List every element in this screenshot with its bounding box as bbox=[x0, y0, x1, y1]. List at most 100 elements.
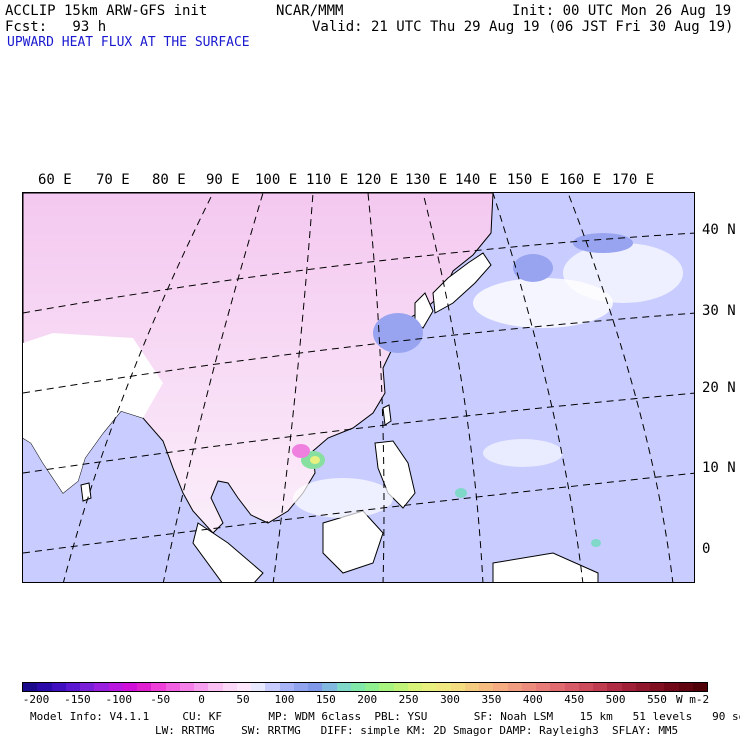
longitude-label: 70 E bbox=[96, 172, 130, 188]
colorbar-swatch bbox=[94, 683, 109, 691]
colorbar-tick-label: 250 bbox=[398, 693, 419, 706]
colorbar-swatch bbox=[265, 683, 280, 691]
taiwan bbox=[382, 404, 392, 426]
colorbar-tick-labels: -200 -150 -100 -50 0 50 100 150 200 250 300 350 400 4… bbox=[0, 693, 740, 707]
colorbar-tick-label: 400 bbox=[522, 693, 543, 706]
colorbar-swatch bbox=[650, 683, 665, 691]
colorbar-swatch bbox=[80, 683, 95, 691]
colorbar-swatch bbox=[436, 683, 451, 691]
colorbar-tick-label: 150 bbox=[315, 693, 336, 706]
colorbar-swatch bbox=[393, 683, 408, 691]
latitude-label: 20 N bbox=[702, 380, 736, 396]
colorbar-swatch bbox=[692, 683, 707, 691]
colorbar-swatch bbox=[65, 683, 80, 691]
colorbar-tick-label: 450 bbox=[564, 693, 585, 706]
colorbar-swatch bbox=[678, 683, 693, 691]
field-title: UPWARD HEAT FLUX AT THE SURFACE bbox=[7, 35, 250, 50]
longitude-label: 160 E bbox=[559, 172, 602, 188]
colorbar-swatch bbox=[593, 683, 608, 691]
new-guinea bbox=[492, 552, 599, 582]
colorbar-swatch bbox=[635, 683, 650, 691]
sri-lanka bbox=[80, 482, 92, 502]
model-info-line-1: Model Info: V4.1.1 CU: KF MP: WDM 6class… bbox=[30, 710, 740, 723]
colorbar-swatch bbox=[564, 683, 579, 691]
colorbar-tick-label: 50 bbox=[236, 693, 250, 706]
colorbar-swatch bbox=[365, 683, 380, 691]
colorbar-swatch bbox=[37, 683, 52, 691]
valid-time: Valid: 21 UTC Thu 29 Aug 19 (06 JST Fri … bbox=[312, 19, 734, 35]
colorbar bbox=[22, 682, 708, 692]
colorbar-swatch bbox=[236, 683, 251, 691]
colorbar-swatch bbox=[607, 683, 622, 691]
colorbar-swatch bbox=[208, 683, 223, 691]
colorbar-swatch bbox=[51, 683, 66, 691]
colorbar-swatch bbox=[151, 683, 166, 691]
longitude-label: 140 E bbox=[455, 172, 498, 188]
colorbar-swatch bbox=[379, 683, 394, 691]
colorbar-swatch bbox=[422, 683, 437, 691]
longitude-label: 60 E bbox=[38, 172, 72, 188]
longitude-label: 90 E bbox=[206, 172, 240, 188]
colorbar-swatch bbox=[536, 683, 551, 691]
colorbar-swatch bbox=[493, 683, 508, 691]
longitude-label: 170 E bbox=[612, 172, 655, 188]
colorbar-tick-label: 350 bbox=[481, 693, 502, 706]
model-info-line-2: LW: RRTMG SW: RRTMG DIFF: simple KM: 2D … bbox=[155, 724, 679, 737]
colorbar-tick-label: 550 bbox=[647, 693, 667, 706]
colorbar-swatch bbox=[450, 683, 465, 691]
colorbar-swatch bbox=[137, 683, 152, 691]
borneo bbox=[322, 510, 384, 574]
colorbar-tick-label: -100 bbox=[105, 693, 133, 706]
colorbar-swatch bbox=[664, 683, 679, 691]
colorbar-swatch bbox=[464, 683, 479, 691]
longitude-label: 110 E bbox=[306, 172, 349, 188]
forecast-hour: Fcst: 93 h bbox=[5, 19, 107, 35]
colorbar-swatch bbox=[279, 683, 294, 691]
colorbar-tick-label: -150 bbox=[64, 693, 91, 706]
longitude-label: 100 E bbox=[255, 172, 298, 188]
colorbar-swatch bbox=[108, 683, 123, 691]
colorbar-swatch bbox=[222, 683, 237, 691]
colorbar-tick-label: 200 bbox=[357, 693, 378, 706]
colorbar-swatch bbox=[350, 683, 365, 691]
colorbar-tick-label: 0 bbox=[198, 693, 205, 706]
longitude-label: 80 E bbox=[152, 172, 186, 188]
colorbar-swatch bbox=[293, 683, 308, 691]
colorbar-tick-label: 100 bbox=[274, 693, 295, 706]
colorbar-swatch bbox=[322, 683, 337, 691]
latitude-label: 40 N bbox=[702, 222, 736, 238]
colorbar-swatch bbox=[165, 683, 180, 691]
latitude-label: 30 N bbox=[702, 303, 736, 319]
colorbar-tick-label: 300 bbox=[440, 693, 460, 706]
colorbar-tick-label: 500 bbox=[605, 693, 626, 706]
org-label: NCAR/MMM bbox=[276, 3, 344, 19]
colorbar-swatch bbox=[194, 683, 209, 691]
sumatra bbox=[192, 522, 264, 582]
colorbar-swatch bbox=[23, 683, 38, 691]
colorbar-swatch bbox=[507, 683, 522, 691]
colorbar-swatch bbox=[407, 683, 422, 691]
map-canvas bbox=[23, 193, 694, 582]
colorbar-swatch bbox=[479, 683, 494, 691]
india-region bbox=[23, 333, 163, 493]
colorbar-swatch bbox=[179, 683, 194, 691]
colorbar-swatch bbox=[578, 683, 593, 691]
model-title: ACCLIP 15km ARW-GFS init bbox=[5, 3, 208, 19]
colorbar-tick-label: -50 bbox=[150, 693, 171, 706]
colorbar-units: W m-2 bbox=[676, 693, 710, 706]
map-panel bbox=[22, 192, 695, 583]
colorbar-swatch bbox=[336, 683, 351, 691]
init-time: Init: 00 UTC Mon 26 Aug 19 bbox=[512, 3, 732, 19]
colorbar-swatch bbox=[621, 683, 636, 691]
japan bbox=[432, 252, 492, 314]
colorbar-swatch bbox=[521, 683, 536, 691]
colorbar-swatch bbox=[308, 683, 323, 691]
longitude-label: 130 E bbox=[405, 172, 448, 188]
colorbar-swatch bbox=[550, 683, 565, 691]
longitude-label: 120 E bbox=[356, 172, 399, 188]
colorbar-tick-label: -200 bbox=[22, 693, 50, 706]
colorbar-swatch bbox=[251, 683, 266, 691]
philippines bbox=[374, 440, 416, 509]
latitude-label: 10 N bbox=[702, 460, 736, 476]
latitude-label: 0 bbox=[702, 541, 711, 557]
